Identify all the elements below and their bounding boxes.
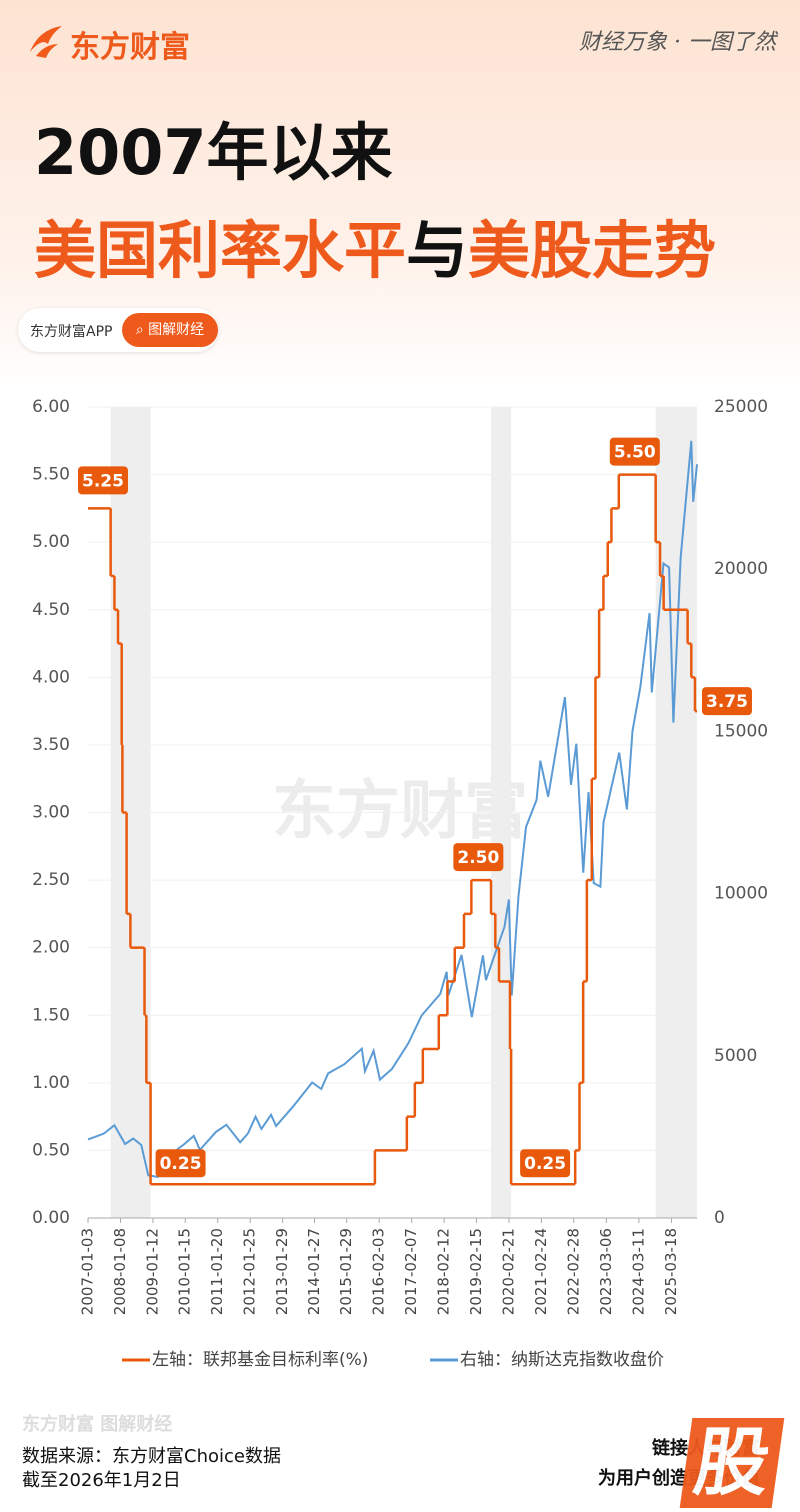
y-tick-label: 2.00	[32, 938, 70, 958]
y-tick-label: 5.00	[32, 532, 70, 552]
value-label-box	[78, 466, 128, 495]
y-tick-label: 3.50	[32, 735, 70, 755]
tag[interactable]: ⌕ 图解财经	[122, 313, 218, 347]
value-label-box	[520, 1149, 571, 1178]
y2-tick-label: 10000	[714, 884, 768, 904]
x-tick-label: 2016-02-03	[370, 1228, 388, 1315]
value-label-box	[155, 1149, 206, 1178]
y-tick-label: 6.00	[32, 397, 70, 417]
x-tick-label: 2009-01-12	[143, 1228, 161, 1315]
value-label: 0.25	[160, 1154, 202, 1174]
title-part: 美股走势	[468, 214, 717, 287]
x-tick-label: 2013-01-29	[273, 1228, 291, 1315]
x-tick-label: 2015-01-29	[337, 1228, 355, 1315]
footer-watermark: 东方财富 图解财经	[22, 1414, 173, 1435]
title-part: 与	[406, 214, 469, 287]
value-label-box	[453, 843, 504, 872]
app-name: 东方财富APP	[30, 324, 113, 340]
x-tick-label: 2008-01-08	[111, 1228, 129, 1315]
date: 截至2026年1月2日	[22, 1470, 181, 1491]
y-tick-label: 3.00	[32, 803, 70, 823]
x-tick-label: 2011-01-20	[208, 1228, 226, 1315]
y-tick-label: 0.50	[32, 1140, 70, 1160]
y-tick-label: 2.50	[32, 870, 70, 890]
slogan: 财经万象 · 一图了然	[579, 30, 776, 55]
y-tick-label: 0.00	[32, 1208, 70, 1228]
title-part: 美国利率水平	[34, 214, 407, 287]
x-tick-label: 2020-02-21	[500, 1228, 518, 1315]
logo-icon	[30, 26, 62, 58]
value-label: 2.50	[457, 848, 499, 868]
x-tick-label: 2014-01-27	[305, 1228, 323, 1315]
x-tick-label: 2012-01-25	[241, 1228, 259, 1315]
brand: 东方财富	[70, 30, 190, 65]
y2-tick-label: 5000	[714, 1046, 757, 1066]
x-tick-label: 2021-02-24	[532, 1228, 550, 1315]
x-tick-label: 2007-01-03	[79, 1228, 97, 1315]
plot: 0.00 0.50 1.00 1.50 2.00 2.50 3.00 3.50 4.00 4.50…	[32, 397, 768, 1370]
value-label-box	[609, 437, 660, 466]
tag-text: 图解财经	[148, 322, 205, 338]
legend-label: 右轴：纳斯达克指数收盘价	[460, 1350, 664, 1370]
title-line2: 美国利率水平与美股走势	[34, 200, 716, 290]
y-tick-label: 1.00	[32, 1073, 70, 1093]
x-tick-label: 2025-03-18	[662, 1228, 680, 1315]
x-tick-label: 2022-02-28	[564, 1228, 582, 1315]
y2-tick-label: 25000	[714, 397, 768, 417]
app-pill: 东方财富APP ⌕ 图解财经	[18, 308, 218, 352]
value-label: 5.25	[82, 471, 124, 491]
y-tick-label: 4.00	[32, 667, 70, 687]
y-tick-label: 5.50	[32, 465, 70, 485]
watermark: 东方财富	[272, 775, 528, 849]
source: 数据来源：东方财富Choice数据	[22, 1446, 281, 1467]
y2-tick-label: 20000	[714, 559, 768, 579]
value-label: 5.50	[614, 443, 656, 463]
x-tick-label: 2010-01-15	[176, 1228, 194, 1315]
stamp: 股	[679, 1418, 785, 1508]
x-tick-label: 2019-02-15	[467, 1228, 485, 1315]
legend-label: 左轴：联邦基金目标利率(%)	[152, 1350, 368, 1370]
title-line1: 2007年以来	[34, 116, 393, 189]
value-label: 0.25	[524, 1154, 566, 1174]
value-label-box	[701, 687, 752, 716]
x-tick-label: 2017-02-07	[402, 1228, 420, 1315]
value-label: 3.75	[706, 692, 748, 712]
x-tick-label: 2023-03-06	[597, 1228, 615, 1315]
y-tick-label: 4.50	[32, 600, 70, 620]
y2-tick-label: 15000	[714, 721, 768, 741]
y2-tick-label: 0	[714, 1208, 725, 1228]
x-tick-label: 2024-03-11	[629, 1228, 647, 1315]
y-tick-label: 1.50	[32, 1005, 70, 1025]
x-tick-label: 2018-02-12	[435, 1228, 453, 1315]
